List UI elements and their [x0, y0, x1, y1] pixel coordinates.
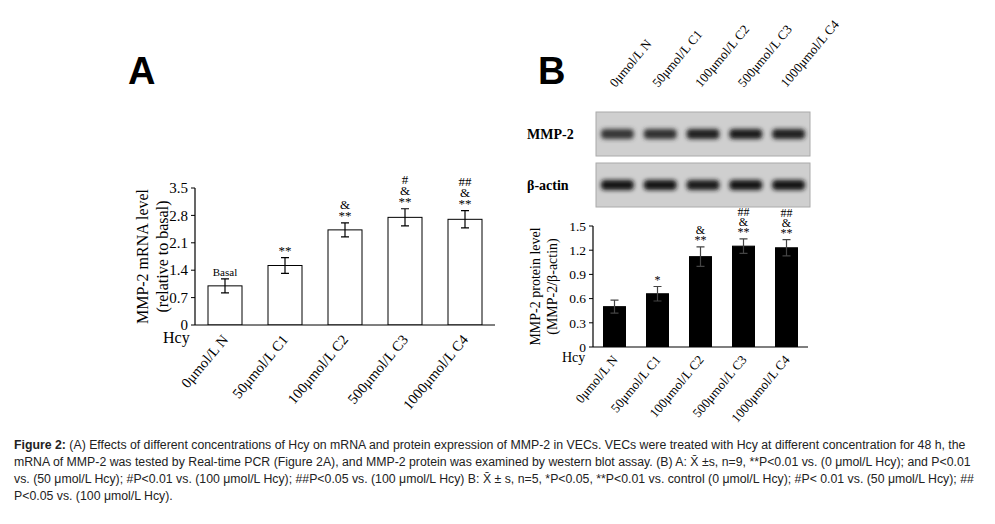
y-axis: [194, 188, 195, 325]
panel-letter: A: [128, 50, 155, 92]
caption-label: Figure 2:: [14, 438, 66, 452]
blot-band: [729, 129, 762, 139]
y-tick-label: 3.5: [169, 180, 188, 196]
blot-band: [601, 180, 634, 190]
annotation: Basal: [213, 266, 237, 278]
blot-band: [601, 129, 634, 139]
error-bar: [740, 239, 748, 254]
blot-strip: [596, 112, 810, 156]
x-tick-label: 100μmol/L C2: [284, 332, 351, 407]
y-tick: [589, 347, 593, 348]
bar: [328, 230, 362, 325]
annotation: ##: [459, 174, 473, 189]
x-tick-label: 50μmol/L C1: [229, 332, 291, 402]
y-tick: [589, 226, 593, 227]
annotation: #: [402, 172, 409, 187]
y-tick-label: 0.7: [169, 290, 188, 306]
error-bar: [697, 247, 705, 266]
y-tick: [191, 270, 195, 271]
bar: [647, 294, 669, 347]
annotation: ##: [781, 206, 793, 220]
bar: [388, 217, 422, 325]
x-axis: [195, 324, 495, 325]
figure: A00.71.42.12.83.5MMP-2 mRNA level(relati…: [0, 0, 995, 524]
blot-lane-label: 1000μmol/L C4: [777, 17, 842, 90]
blot-band: [772, 180, 805, 190]
bar: [733, 246, 755, 347]
blot-band: [644, 129, 677, 139]
annotation: &: [696, 223, 706, 237]
y-axis-label: (MMP-2/β-actin): [545, 238, 561, 335]
blot-lane-label: 0μmol/L N: [606, 36, 655, 90]
blot-band: [644, 180, 677, 190]
western-blot: MMP-2β-actin0μmol/L N50μmol/L C1100μmol/…: [527, 17, 842, 207]
blot-band: [687, 180, 720, 190]
y-tick: [191, 215, 195, 216]
blot-protein-label: MMP-2: [527, 127, 574, 142]
bar: [690, 257, 712, 347]
marks: [208, 209, 482, 325]
bar: [448, 219, 482, 325]
y-tick-label: 1.4: [169, 262, 188, 278]
blot-band: [729, 180, 762, 190]
y-tick: [589, 298, 593, 299]
error-bar: [401, 209, 409, 226]
y-axis-label: MMP-2 mRNA level: [134, 188, 151, 324]
y-tick: [589, 250, 593, 251]
error-bar: [611, 300, 619, 313]
error-bar: [783, 240, 791, 256]
y-tick: [191, 297, 195, 298]
bar: [268, 266, 302, 325]
y-tick-label: 0.9: [569, 267, 586, 282]
chart-panel: A00.71.42.12.83.5MMP-2 mRNA level(relati…: [128, 50, 495, 413]
panel-letter: B: [538, 50, 565, 92]
x-tick-label: 1000μmol/L C4: [400, 331, 472, 413]
y-tick-label: 1.5: [569, 219, 586, 234]
chart-panel: B00.30.60.91.21.5MMP-2 protein level(MMP…: [528, 50, 808, 425]
blot-protein-label: β-actin: [527, 178, 569, 193]
caption-text: (A) Effects of different concentrations …: [14, 438, 974, 503]
marks: [604, 239, 798, 347]
x-axis-label: Hcy: [163, 329, 190, 347]
annotation: *: [655, 273, 661, 287]
error-bar: [461, 211, 469, 228]
blot-band: [772, 129, 805, 139]
error-bar: [654, 287, 662, 302]
blot-strip: [596, 163, 810, 207]
y-tick: [191, 188, 195, 189]
annotation: **: [279, 243, 292, 258]
y-axis-label: MMP-2 protein level: [528, 227, 543, 345]
x-tick-label: 500μmol/L C3: [344, 332, 411, 407]
bar: [776, 248, 798, 347]
y-tick-label: 2.1: [169, 235, 188, 251]
y-axis: [592, 226, 593, 347]
error-bar: [341, 223, 349, 237]
y-tick: [191, 325, 195, 326]
x-axis: [593, 346, 808, 347]
y-tick: [589, 274, 593, 275]
x-axis-label: Hcy: [562, 350, 585, 365]
x-tick-label: 0μmol/L N: [178, 331, 232, 391]
annotation: &: [340, 197, 350, 212]
error-bar: [221, 279, 229, 293]
y-tick-label: 0.6: [569, 291, 586, 306]
x-tick-label: 1000μmol/L C4: [728, 352, 793, 425]
y-tick-label: 1.2: [569, 243, 586, 258]
y-tick: [191, 242, 195, 243]
y-tick-label: 2.8: [169, 208, 188, 224]
y-tick-label: 0.3: [569, 316, 586, 331]
caption: Figure 2: (A) Effects of different conce…: [14, 437, 980, 505]
blot-band: [687, 129, 720, 139]
error-bar: [281, 258, 289, 274]
y-tick: [589, 322, 593, 323]
y-axis-label: (relative to basal): [154, 201, 172, 313]
